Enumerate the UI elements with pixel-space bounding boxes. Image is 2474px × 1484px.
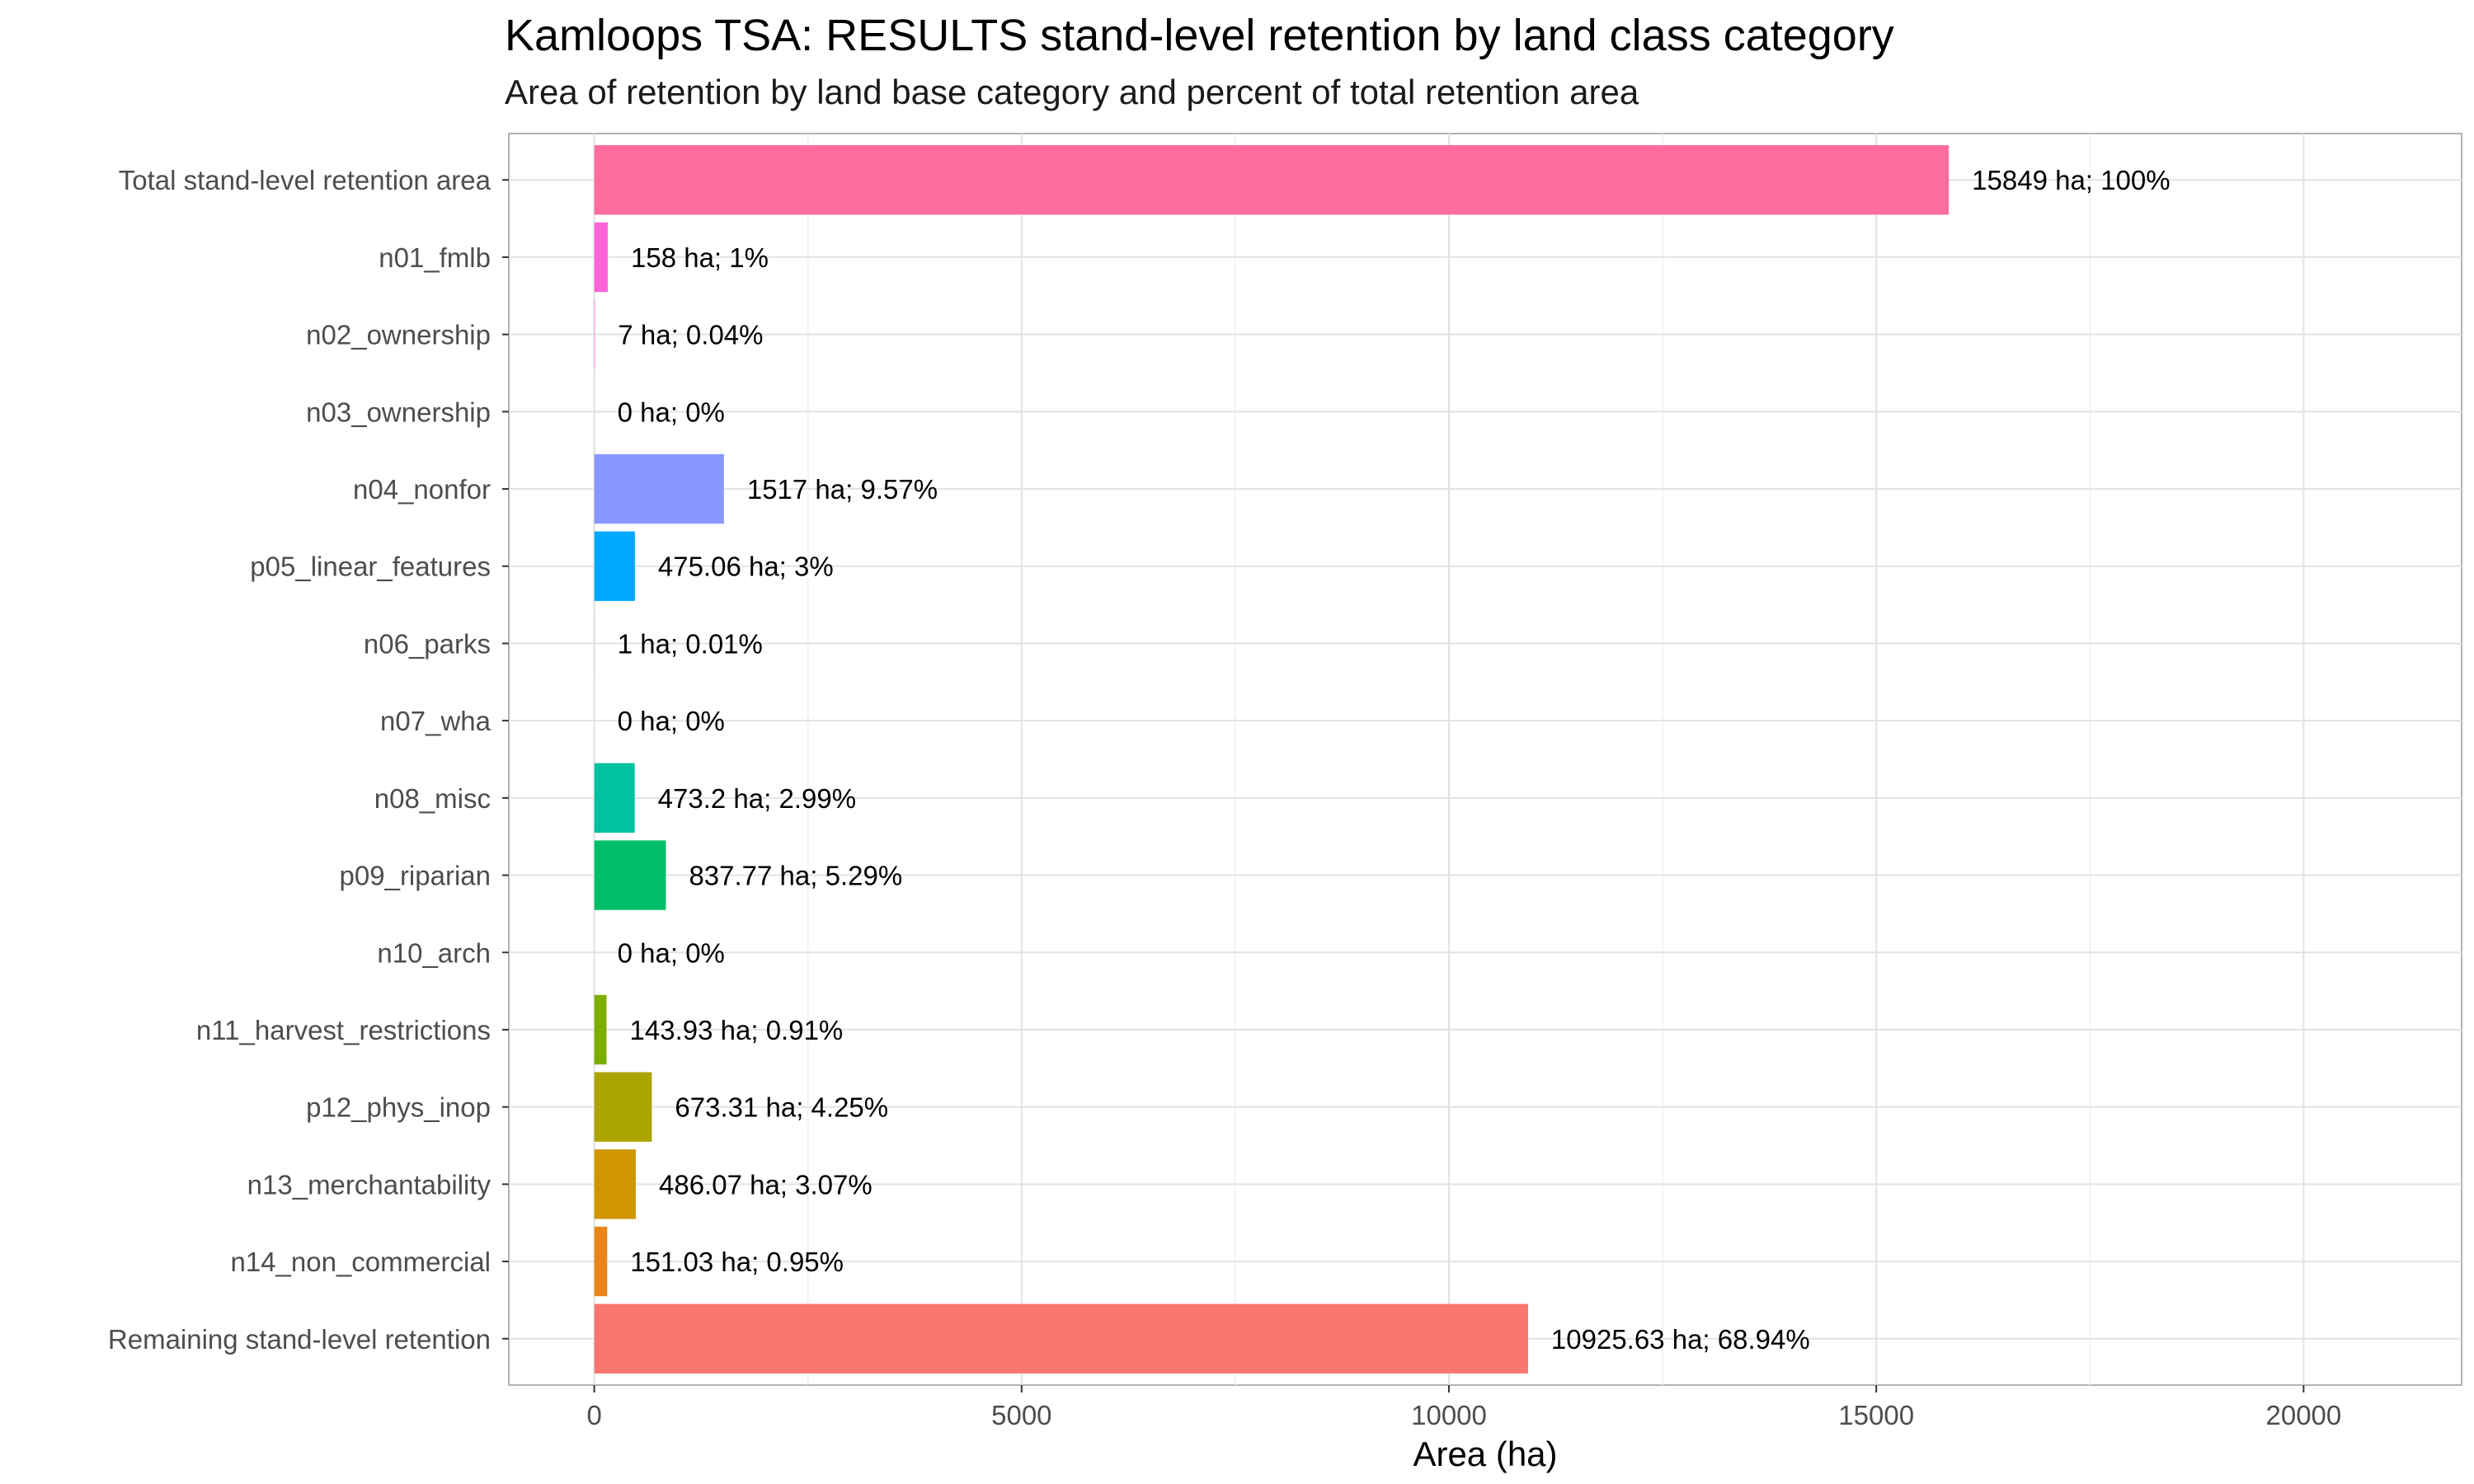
x-tick-label: 20000 bbox=[2265, 1400, 2341, 1430]
category-label: p05_linear_features bbox=[250, 552, 491, 582]
category-label: p12_phys_inop bbox=[306, 1092, 491, 1123]
category-label: n14_non_commercial bbox=[230, 1247, 491, 1277]
category-label: n08_misc bbox=[374, 783, 491, 814]
category-label: n13_merchantability bbox=[247, 1169, 492, 1200]
x-tick-label: 15000 bbox=[1838, 1400, 1914, 1430]
x-axis-title: Area (ha) bbox=[1413, 1435, 1557, 1473]
category-label: Remaining stand-level retention bbox=[108, 1324, 491, 1355]
category-label: n10_arch bbox=[377, 937, 491, 968]
data-label: 0 ha; 0% bbox=[618, 397, 725, 427]
data-label: 475.06 ha; 3% bbox=[658, 552, 834, 582]
data-label: 0 ha; 0% bbox=[618, 937, 725, 968]
category-label: n01_fmlb bbox=[379, 242, 491, 273]
plot-panel bbox=[508, 133, 2462, 1386]
bar bbox=[594, 222, 609, 293]
bar bbox=[594, 1303, 1528, 1374]
data-label: 10925.63 ha; 68.94% bbox=[1551, 1324, 1810, 1355]
bar bbox=[594, 1226, 608, 1297]
data-label: 15849 ha; 100% bbox=[1972, 165, 2170, 195]
category-label: n06_parks bbox=[364, 628, 491, 659]
bar bbox=[594, 1072, 652, 1142]
bar bbox=[594, 1149, 637, 1219]
category-label: Total stand-level retention area bbox=[119, 165, 492, 195]
data-label: 1 ha; 0.01% bbox=[618, 628, 763, 659]
x-tick-label: 5000 bbox=[991, 1400, 1051, 1430]
bar bbox=[594, 840, 666, 910]
data-label: 1517 ha; 9.57% bbox=[747, 474, 938, 505]
x-tick-label: 0 bbox=[586, 1400, 601, 1430]
data-label: 143.93 ha; 0.91% bbox=[630, 1015, 844, 1045]
bar bbox=[594, 453, 724, 524]
category-label: n07_wha bbox=[380, 706, 492, 736]
data-label: 0 ha; 0% bbox=[618, 706, 725, 736]
category-axis: Total stand-level retention area n01_fmlb… bbox=[108, 165, 509, 1355]
data-label: 473.2 ha; 2.99% bbox=[658, 783, 856, 814]
value-axis: 0 5000 10000 15000 20000 bbox=[586, 1385, 2341, 1430]
data-label: 7 ha; 0.04% bbox=[618, 320, 763, 350]
data-label: 673.31 ha; 4.25% bbox=[675, 1092, 888, 1123]
category-label: n02_ownership bbox=[306, 320, 491, 350]
category-label: p09_riparian bbox=[340, 861, 491, 891]
data-label: 837.77 ha; 5.29% bbox=[689, 861, 902, 891]
bar bbox=[594, 763, 635, 834]
data-label: 158 ha; 1% bbox=[631, 242, 769, 273]
category-label: n03_ownership bbox=[306, 397, 491, 427]
category-label: n04_nonfor bbox=[353, 474, 491, 505]
bar bbox=[594, 531, 635, 601]
chart-title: Kamloops TSA: RESULTS stand-level retent… bbox=[505, 11, 1894, 60]
category-label: n11_harvest_restrictions bbox=[196, 1015, 491, 1045]
bars bbox=[594, 145, 1950, 1374]
data-label: 486.07 ha; 3.07% bbox=[659, 1169, 872, 1200]
chart-subtitle: Area of retention by land base category … bbox=[505, 73, 1639, 111]
x-tick-label: 10000 bbox=[1411, 1400, 1487, 1430]
grid-lines bbox=[509, 134, 2462, 1385]
data-labels: 15849 ha; 100% 158 ha; 1% 7 ha; 0.04% 0 ha;… bbox=[618, 165, 2171, 1355]
bar bbox=[594, 145, 1950, 215]
bar bbox=[594, 994, 607, 1065]
data-label: 151.03 ha; 0.95% bbox=[630, 1247, 844, 1277]
